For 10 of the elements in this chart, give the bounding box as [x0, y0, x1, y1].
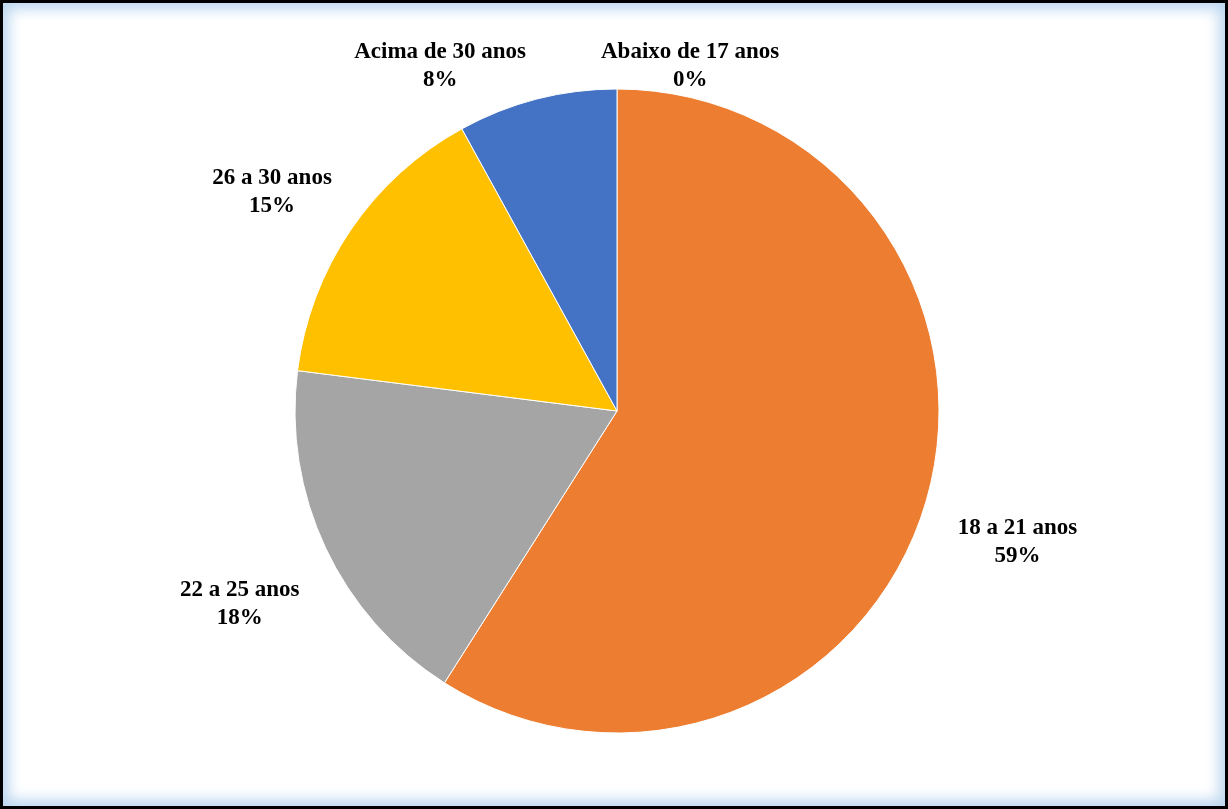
slice-label: 26 a 30 anos	[212, 163, 332, 189]
slice-label: 22 a 25 anos	[179, 575, 300, 601]
category-label: Abaixo de 17 anos	[601, 38, 780, 63]
slice-label: Acima de 30 anos	[354, 38, 527, 63]
text: 0%	[672, 66, 708, 91]
data-label: 8%	[422, 66, 458, 91]
data-label: 59%	[994, 542, 1041, 568]
data-label: 15%	[249, 191, 296, 217]
slice-label: 18 a 21 anos	[957, 514, 1078, 540]
data-label: 18%	[216, 603, 263, 629]
